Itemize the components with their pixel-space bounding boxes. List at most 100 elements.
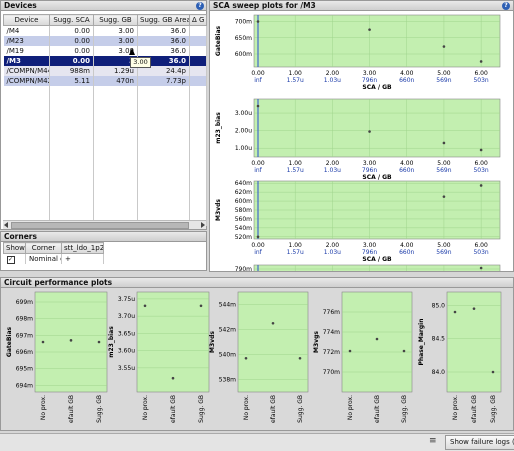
cell-gb: 470n	[93, 76, 138, 86]
plot-area	[446, 291, 502, 393]
help-icon[interactable]: ?	[502, 2, 510, 10]
cell-empty	[189, 76, 207, 86]
cell-empty	[3, 196, 50, 206]
cell-empty	[189, 25, 207, 36]
cell-empty	[189, 166, 207, 176]
cell-empty	[189, 126, 207, 136]
data-point	[442, 195, 446, 198]
cell-empty	[3, 86, 50, 96]
scroll-left-icon[interactable]	[4, 222, 8, 228]
y-tick-label: 3.70u	[118, 313, 135, 320]
table-row[interactable]: /M4 0.00 3.00 36.0	[3, 25, 207, 36]
plot-area	[136, 291, 210, 393]
y-tick-label: 790m	[235, 266, 252, 272]
column-header[interactable]: Corner	[25, 242, 62, 254]
y-tick-label: 694m	[16, 382, 33, 389]
plot-area	[237, 291, 309, 393]
devices-table: Device Sugg. SCA Sugg. GB Sugg. GB Area Δ G …	[3, 14, 207, 226]
y-tick-label: 84.5	[432, 336, 446, 343]
plot-area	[253, 264, 501, 271]
show-checkbox[interactable]: ✓	[3, 253, 26, 264]
cell-sca: 5.11	[49, 76, 94, 86]
column-header[interactable]: Sugg. GB Area	[137, 14, 190, 26]
cell-empty	[49, 106, 94, 116]
data-point	[442, 45, 446, 48]
cell-empty	[137, 126, 190, 136]
data-point	[375, 337, 379, 341]
table-row[interactable]: /COMPN/M42 5.11 470n 7.73p	[3, 76, 207, 86]
y-axis-label: GateBias	[6, 326, 13, 357]
x-tick-label: 5.00	[437, 242, 451, 249]
cell-empty	[49, 86, 94, 96]
column-header[interactable]: stt_ldo_1p2_aon	[61, 242, 104, 254]
cell-empty	[3, 146, 50, 156]
empty-row	[3, 96, 207, 106]
y-tick-label: 538m	[219, 377, 236, 384]
cell-empty	[3, 136, 50, 146]
empty-row	[3, 86, 207, 96]
cell-empty	[93, 96, 138, 106]
y-axis-label: m23_bias	[108, 326, 115, 358]
x-tick-label: 796n	[362, 77, 377, 84]
y-tick-label: 620m	[235, 189, 252, 196]
cell-area: 36.0	[137, 46, 190, 56]
x-tick-label: 3.00	[363, 160, 377, 167]
x-tick-label: 2.00	[326, 70, 340, 77]
cell-empty	[49, 116, 94, 126]
cell-empty	[49, 206, 94, 216]
circuit-plots: 699m 698m 697m 696m 695m 694m GateBias No prox.…	[6, 291, 502, 423]
y-tick-label: 1.00u	[235, 145, 252, 152]
x-tick-label: efault GB	[68, 395, 75, 423]
cell-empty	[3, 96, 50, 106]
data-point	[256, 20, 260, 23]
column-header[interactable]: Δ G	[189, 14, 207, 26]
scroll-right-icon[interactable]	[201, 222, 205, 228]
empty-row	[3, 146, 207, 156]
data-point	[298, 356, 302, 360]
plot-area	[253, 14, 501, 68]
column-header[interactable]: Sugg. SCA	[49, 14, 94, 26]
cell-empty	[137, 176, 190, 186]
show-failure-logs-button[interactable]: Show failure logs (3)	[445, 435, 514, 450]
x-tick-label: Sugg. GB	[297, 395, 304, 423]
y-tick-label: 3.65u	[118, 330, 135, 337]
table-row[interactable]: /M30.00336.0	[3, 56, 207, 66]
y-axis-label: M3vgs	[313, 331, 320, 353]
table-row[interactable]: /COMPN/M44 988m 1.29u 24.4p	[3, 66, 207, 76]
x-axis-label: SCA / GB	[362, 84, 392, 91]
data-point	[479, 266, 483, 270]
help-icon[interactable]: ?	[196, 2, 204, 10]
hscroll-thumb[interactable]	[11, 222, 189, 229]
x-tick-label: 5.00	[437, 160, 451, 167]
empty-row	[3, 136, 207, 146]
table-row[interactable]: /M19 0.00 3.00 36.0	[3, 46, 207, 56]
cell-empty	[137, 146, 190, 156]
column-header[interactable]: Sugg. GB	[93, 14, 138, 26]
x-tick-label: 5.00	[437, 70, 451, 77]
column-header[interactable]: Device	[3, 14, 50, 26]
table-row[interactable]: /M23 0.00 3.00 36.0	[3, 36, 207, 46]
cell-empty	[49, 136, 94, 146]
cell-empty	[189, 56, 207, 66]
table-row[interactable]: ✓Nominal c0+	[3, 253, 104, 264]
cell-empty	[137, 186, 190, 196]
mouse-cursor-icon	[129, 48, 135, 55]
data-point	[41, 340, 45, 344]
x-tick-label: 6.00	[474, 242, 488, 249]
menu-icon[interactable]: ≡	[429, 436, 437, 446]
y-tick-label: 774m	[323, 329, 340, 336]
x-tick-label: Sugg. GB	[96, 395, 103, 423]
cell-empty	[137, 96, 190, 106]
cell-empty	[93, 196, 138, 206]
column-header[interactable]: Show	[3, 242, 26, 254]
x-tick-label: 3.00	[363, 242, 377, 249]
cell-empty	[93, 136, 138, 146]
cell-empty	[189, 146, 207, 156]
cell-empty	[137, 116, 190, 126]
data-point	[348, 349, 352, 353]
y-tick-label: 770m	[323, 369, 340, 376]
devices-hscrollbar[interactable]	[3, 220, 206, 229]
cell-sca: 0.00	[49, 46, 94, 56]
